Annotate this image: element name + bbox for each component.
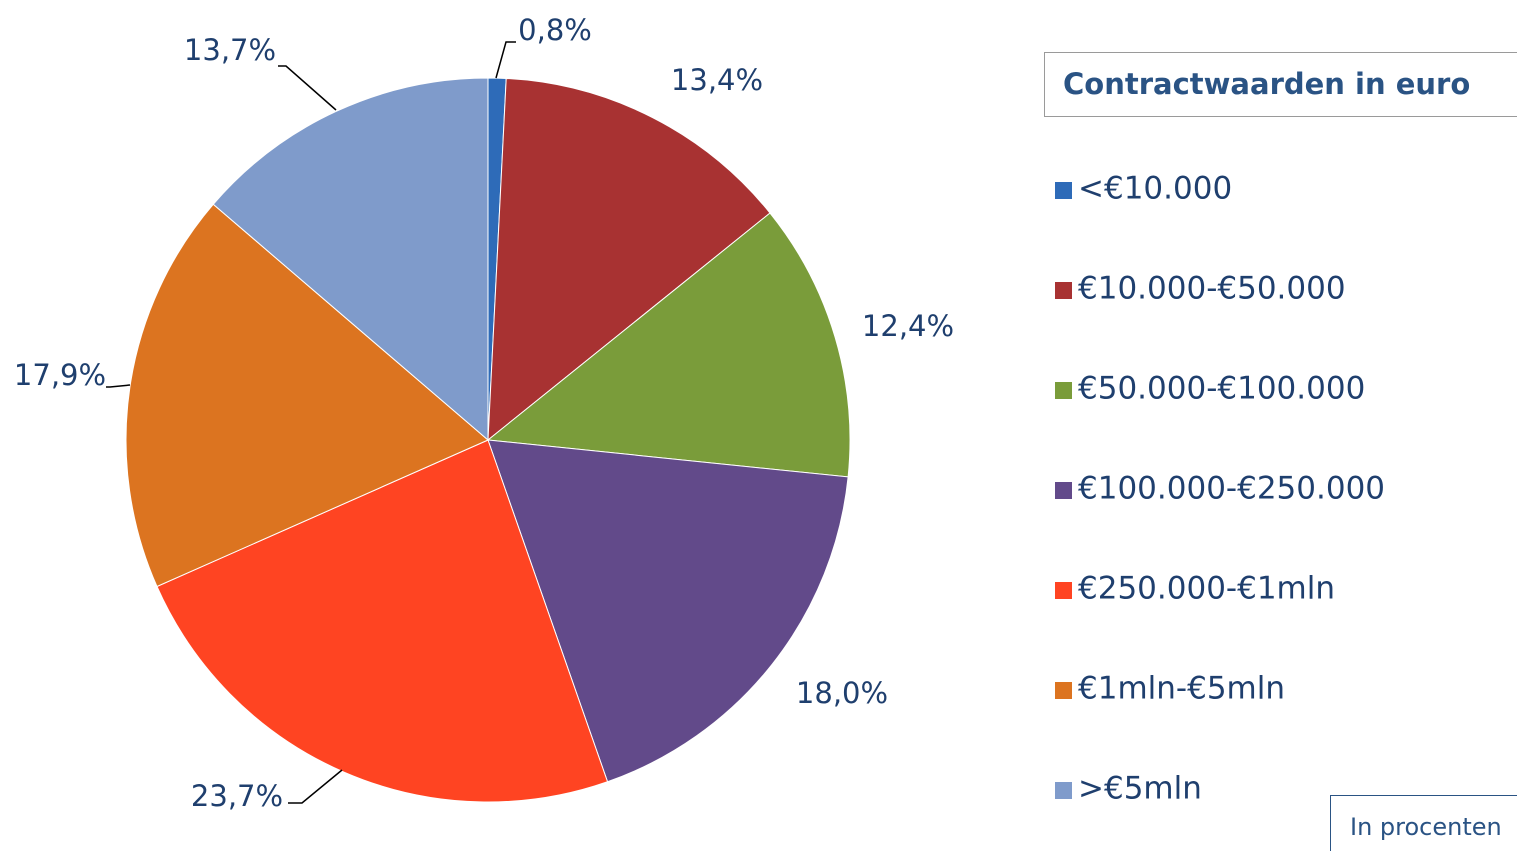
data-label: 23,7% <box>191 779 283 813</box>
leader-line <box>106 384 131 388</box>
pie-slice <box>125 203 489 588</box>
legend-swatch <box>1055 382 1072 399</box>
pie-slice <box>156 439 609 803</box>
data-label: 12,4% <box>862 309 954 343</box>
legend-title-box <box>1044 52 1517 117</box>
legend-swatch <box>1055 782 1072 799</box>
note-box <box>1330 795 1517 851</box>
legend-swatch <box>1055 482 1072 499</box>
data-label: 0,8% <box>518 13 592 47</box>
leader-line <box>495 41 516 79</box>
legend-label: €10.000-€50.000 <box>1078 271 1346 307</box>
data-label: 13,4% <box>671 63 763 97</box>
legend-swatch <box>1055 282 1072 299</box>
legend-label: <€10.000 <box>1078 171 1232 207</box>
legend-label: €100.000-€250.000 <box>1078 471 1385 507</box>
legend-swatch <box>1055 182 1072 199</box>
data-label: 17,9% <box>14 358 106 392</box>
legend-swatch <box>1055 682 1072 699</box>
legend-swatch <box>1055 582 1072 599</box>
data-label: 18,0% <box>796 676 888 710</box>
note: In procenten <box>1350 813 1502 841</box>
data-label: 13,7% <box>184 33 276 67</box>
legend-label: €1mln-€5mln <box>1078 671 1285 707</box>
leader-line <box>288 769 343 804</box>
legend-label: >€5mln <box>1078 771 1202 807</box>
pie-slice <box>487 77 771 442</box>
pie-slice <box>486 212 851 478</box>
leader-line <box>278 65 337 111</box>
legend-label: €50.000-€100.000 <box>1078 371 1365 407</box>
legend-label: €250.000-€1mln <box>1078 571 1335 607</box>
pie-slice <box>212 77 489 442</box>
legend-title: Contractwaarden in euro <box>1063 67 1470 101</box>
pie <box>125 77 851 803</box>
